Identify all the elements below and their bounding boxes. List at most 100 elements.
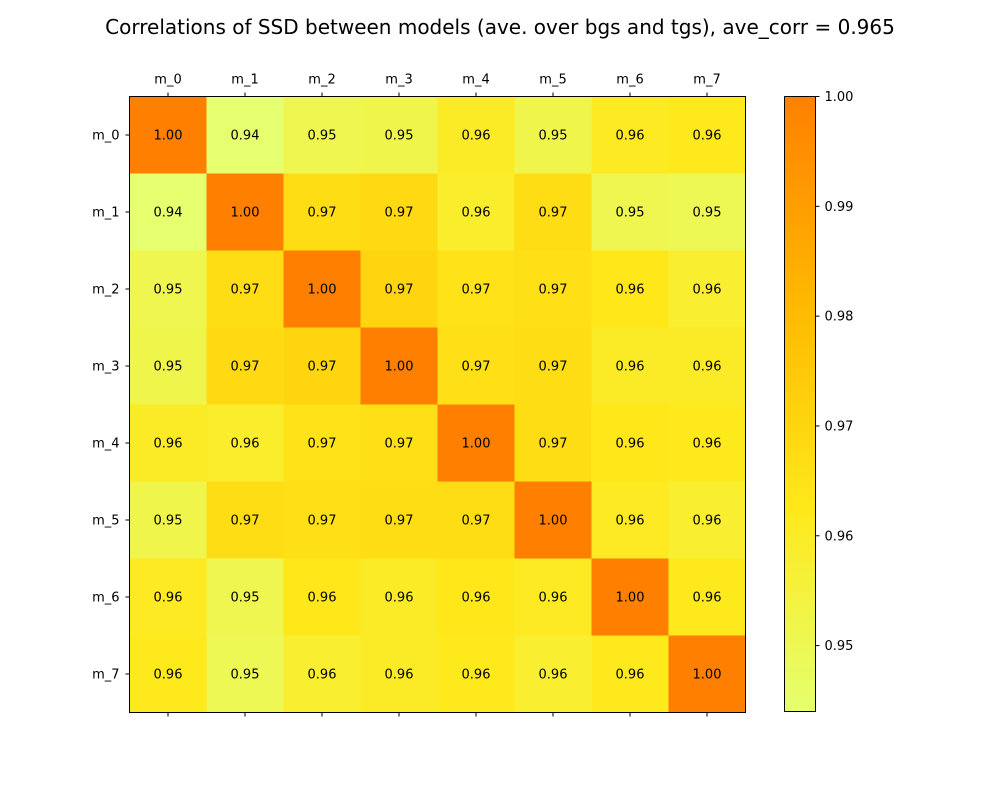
heatmap-cell [591,327,669,405]
colorbar-tick-label: 0.98 [825,310,854,325]
heatmap-cell [206,173,284,251]
x-axis-top: m_0 m_1 m_2 m_3 m_4 m_5 m_6 m_7 [154,73,721,97]
heatmap-cell [591,173,669,251]
heatmap-cell [360,635,438,713]
heatmap-cell [514,327,592,405]
y-tick-label: m_0 [92,129,119,144]
cell-value-label: 0.96 [693,360,722,375]
heatmap-cell [514,481,592,559]
cell-value-label: 0.97 [308,514,337,529]
cell-value-label: 1.00 [385,360,414,375]
y-tick-label: m_4 [92,437,119,452]
heatmap-cell [129,635,207,713]
cell-value-label: 0.95 [154,360,183,375]
colorbar-tick-label: 0.96 [825,529,854,544]
cell-value-label: 0.96 [154,591,183,606]
heatmap-cell [129,481,207,559]
heatmap-cell [360,558,438,636]
x-tick-label: m_6 [616,73,643,88]
cell-value-label: 0.96 [616,514,645,529]
cell-value-label: 0.95 [154,283,183,298]
cell-value-label: 0.96 [539,668,568,683]
colorbar-gradient [784,96,816,712]
heatmap-cell [514,635,592,713]
y-tick-label: m_2 [92,283,119,298]
cell-value-label: 1.00 [154,129,183,144]
cell-value-label: 0.96 [462,668,491,683]
heatmap-cell [129,558,207,636]
cell-value-label: 1.00 [231,206,260,221]
cell-value-label: 0.97 [231,283,260,298]
heatmap-cell [668,250,746,328]
heatmap-cell [206,404,284,482]
heatmap-cell [668,481,746,559]
heatmap-cell [668,404,746,482]
colorbar-tick-label: 0.97 [825,419,854,434]
heatmap-cell [283,481,361,559]
colorbar-tick-label: 1.00 [825,90,854,105]
cell-value-label: 0.96 [154,668,183,683]
heatmap-cell [514,558,592,636]
heatmap-cell [283,173,361,251]
cell-value-label: 0.96 [308,668,337,683]
heatmap-cell [514,250,592,328]
x-tick-label: m_1 [231,73,258,88]
cell-value-label: 0.96 [308,591,337,606]
cell-value-label: 0.96 [462,591,491,606]
cell-value-label: 1.00 [539,514,568,529]
heatmap-cell [360,173,438,251]
cell-value-label: 0.95 [385,129,414,144]
cell-value-label: 0.96 [616,668,645,683]
cell-value-label: 0.97 [231,360,260,375]
cell-value-label: 0.95 [616,206,645,221]
heatmap-cell [129,327,207,405]
heatmap-cell [206,250,284,328]
cell-value-label: 0.97 [385,283,414,298]
heatmap-cell [668,327,746,405]
cell-value-label: 0.96 [693,437,722,452]
heatmap-cell [668,173,746,251]
heatmap-cell [360,404,438,482]
x-tick-label: m_2 [308,73,335,88]
cell-value-label: 0.97 [385,206,414,221]
heatmap-cell [283,96,361,174]
heatmap-cell [437,250,515,328]
x-tick-label: m_0 [154,73,181,88]
cell-value-label: 0.97 [539,360,568,375]
cell-value-label: 0.96 [693,591,722,606]
cell-value-label: 0.97 [308,437,337,452]
heatmap-cell [591,635,669,713]
heatmap-cell [437,173,515,251]
heatmap-cell [129,96,207,174]
heatmap-cell [283,558,361,636]
cell-value-label: 0.95 [231,668,260,683]
cell-value-label: 0.95 [539,129,568,144]
cell-value-label: 0.96 [693,129,722,144]
heatmap-cell [206,96,284,174]
cell-value-label: 1.00 [308,283,337,298]
heatmap-cell [514,404,592,482]
cell-value-label: 0.94 [231,129,260,144]
cell-value-label: 0.97 [462,360,491,375]
cell-value-label: 0.95 [693,206,722,221]
heatmap-cell [206,327,284,405]
heatmap-cell [360,250,438,328]
heatmap-cell [437,558,515,636]
cell-value-label: 0.96 [616,283,645,298]
x-tick-label: m_5 [539,73,566,88]
heatmap-cells [129,96,746,713]
heatmap-cell [437,327,515,405]
colorbar: 0.95 0.96 0.97 0.98 0.99 1.00 [784,90,854,712]
cell-value-label: 0.95 [231,591,260,606]
chart-title: Correlations of SSD between models (ave.… [105,15,895,39]
y-tick-label: m_6 [92,591,119,606]
colorbar-tick-label: 0.95 [825,639,854,654]
heatmap-cell [591,481,669,559]
cell-value-label: 0.96 [616,437,645,452]
heatmap-cell [591,250,669,328]
cell-value-label: 0.97 [308,360,337,375]
heatmap-cell [283,404,361,482]
cell-value-label: 0.96 [616,129,645,144]
cell-value-label: 0.97 [462,283,491,298]
heatmap-cell [283,327,361,405]
